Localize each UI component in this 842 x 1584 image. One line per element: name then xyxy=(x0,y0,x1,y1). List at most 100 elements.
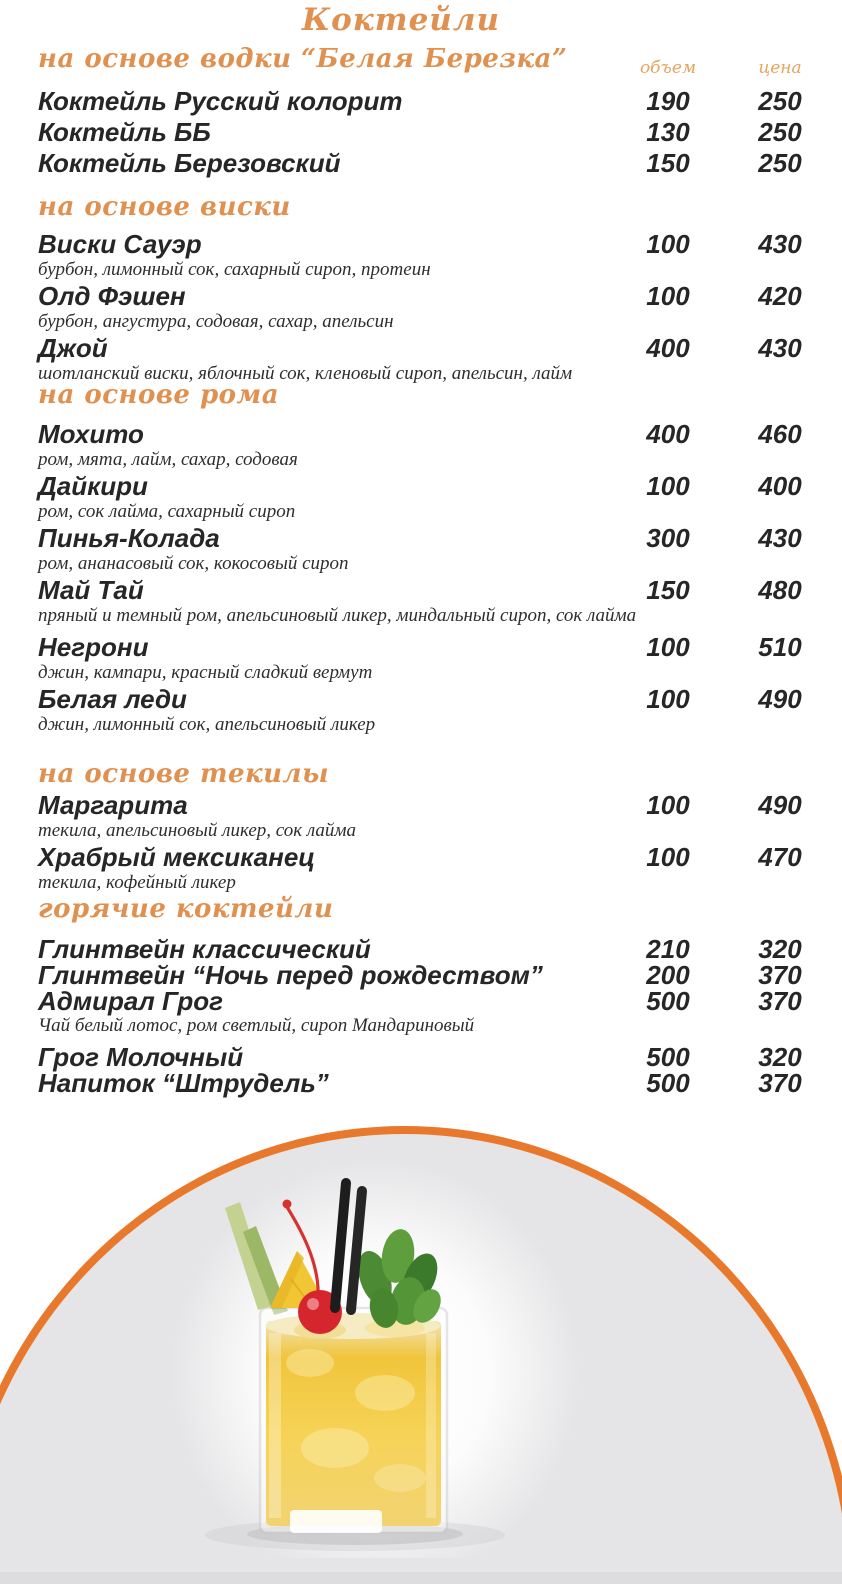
item-description: ром, сок лайма, сахарный сироп xyxy=(38,501,296,522)
section-items: Негрони 100 510 джин, кампари, красный с… xyxy=(38,633,815,735)
item-name: Белая леди xyxy=(38,684,187,714)
item-volume: 190 xyxy=(646,86,690,116)
item-volume: 500 xyxy=(646,986,690,1016)
item-name: Маргарита xyxy=(38,790,188,820)
page-title: Коктейли xyxy=(301,2,501,38)
item-volume: 200 xyxy=(646,960,690,990)
item-name: Виски Сауэр xyxy=(38,229,202,259)
menu-item-row: Маргарита 100 490 xyxy=(38,791,815,819)
item-volume: 400 xyxy=(646,333,690,363)
item-volume: 100 xyxy=(646,632,690,662)
item-volume: 130 xyxy=(646,117,690,147)
section-items: Глинтвейн классический 210 320 Глинтвейн… xyxy=(38,936,815,1096)
item-volume: 150 xyxy=(646,148,690,178)
item-name: Адмирал Грог xyxy=(38,986,223,1016)
section-items: Коктейль Русский колорит 190 250 Коктейл… xyxy=(38,86,815,179)
section-header: на основе виски xyxy=(38,192,291,222)
page-bottom-edge xyxy=(0,1572,842,1584)
menu-item: Негрони 100 510 джин, кампари, красный с… xyxy=(38,633,815,683)
item-price: 250 xyxy=(758,86,802,116)
item-price: 430 xyxy=(758,333,802,363)
menu-item-row: Олд Фэшен 100 420 xyxy=(38,282,815,310)
menu-item-row: Напиток “Штрудель” 500 370 xyxy=(38,1070,815,1096)
item-price: 460 xyxy=(758,419,802,449)
item-volume: 210 xyxy=(646,934,690,964)
item-price: 480 xyxy=(758,575,802,605)
item-description: шотланский виски, яблочный сок, кленовый… xyxy=(38,363,573,384)
menu-item: Мохито 400 460 ром, мята, лайм, сахар, с… xyxy=(38,420,815,470)
item-price: 370 xyxy=(758,986,802,1016)
menu-item-row: Джой 400 430 xyxy=(38,334,815,362)
item-price: 250 xyxy=(758,117,802,147)
item-volume: 100 xyxy=(646,842,690,872)
column-headers: объем цена xyxy=(628,58,815,78)
item-price: 430 xyxy=(758,229,802,259)
menu-item-row: Пинья-Колада 300 430 xyxy=(38,524,815,552)
section-items: Мохито 400 460 ром, мята, лайм, сахар, с… xyxy=(38,420,815,626)
item-price: 490 xyxy=(758,684,802,714)
item-volume: 100 xyxy=(646,281,690,311)
menu-item: Глинтвейн классический 210 320 xyxy=(38,936,815,962)
menu-item: Дайкири 100 400 ром, сок лайма, сахарный… xyxy=(38,472,815,522)
item-price: 400 xyxy=(758,471,802,501)
column-header-volume: объем xyxy=(639,58,697,78)
section-header: на основе рома xyxy=(38,380,280,410)
menu-section: на основе рома Мохито 400 460 ром, мята,… xyxy=(38,378,815,628)
menu-item: Виски Сауэр 100 430 бурбон, лимонный сок… xyxy=(38,230,815,280)
menu-item-row: Адмирал Грог 500 370 xyxy=(38,988,815,1014)
menu-item-row: Виски Сауэр 100 430 xyxy=(38,230,815,258)
menu-item-row: Глинтвейн “Ночь перед рождеством” 200 37… xyxy=(38,962,815,988)
item-volume: 500 xyxy=(646,1068,690,1098)
item-price: 370 xyxy=(758,960,802,990)
cocktail-photo xyxy=(170,1158,580,1558)
menu-section: на основе водки “Белая Березка” Коктейль… xyxy=(38,42,815,179)
menu-section: на основе виски Виски Сауэр 100 430 бурб… xyxy=(38,190,815,386)
item-price: 320 xyxy=(758,934,802,964)
item-name: Олд Фэшен xyxy=(38,281,186,311)
item-description: ром, мята, лайм, сахар, содовая xyxy=(38,449,298,470)
menu-item: Храбрый мексиканец 100 470 текила, кофей… xyxy=(38,843,815,893)
item-name: Джой xyxy=(38,333,108,363)
menu-item-row: Грог Молочный 500 320 xyxy=(38,1044,815,1070)
menu-item: Грог Молочный 500 320 xyxy=(38,1044,815,1070)
pineapple-leaves xyxy=(225,1202,288,1315)
section-header: на основе водки “Белая Березка” xyxy=(38,44,568,74)
menu-item-row: Глинтвейн классический 210 320 xyxy=(38,936,815,962)
menu-item: Напиток “Штрудель” 500 370 xyxy=(38,1070,815,1096)
menu-item: Джой 400 430 шотланский виски, яблочный … xyxy=(38,334,815,384)
menu-section: Негрони 100 510 джин, кампари, красный с… xyxy=(38,633,815,737)
item-price: 490 xyxy=(758,790,802,820)
section-items: Виски Сауэр 100 430 бурбон, лимонный сок… xyxy=(38,230,815,384)
item-price: 510 xyxy=(758,632,802,662)
item-volume: 100 xyxy=(646,229,690,259)
item-description: пряный и темный ром, апельсиновый ликер,… xyxy=(38,605,637,626)
item-description: текила, кофейный ликер xyxy=(38,872,236,893)
menu-item: Маргарита 100 490 текила, апельсиновый л… xyxy=(38,791,815,841)
menu-item: Коктейль ББ 130 250 xyxy=(38,117,815,148)
item-name: Храбрый мексиканец xyxy=(38,842,316,872)
menu-section: на основе текилы Маргарита 100 490 текил… xyxy=(38,757,815,895)
item-name: Глинтвейн “Ночь перед рождеством” xyxy=(38,960,543,990)
item-name: Дайкири xyxy=(38,471,148,501)
menu-item-row: Белая леди 100 490 xyxy=(38,685,815,713)
item-name: Напиток “Штрудель” xyxy=(38,1068,329,1098)
item-price: 320 xyxy=(758,1042,802,1072)
item-volume: 150 xyxy=(646,575,690,605)
menu-item: Пинья-Колада 300 430 ром, ананасовый сок… xyxy=(38,524,815,574)
column-header-price: цена xyxy=(758,58,802,78)
menu-item-row: Коктейль Березовский 150 250 xyxy=(38,148,815,179)
item-volume: 300 xyxy=(646,523,690,553)
item-description: бурбон, лимонный сок, сахарный сироп, пр… xyxy=(38,259,431,280)
item-name: Негрони xyxy=(38,632,149,662)
item-volume: 100 xyxy=(646,790,690,820)
item-name: Глинтвейн классический xyxy=(38,934,371,964)
item-volume: 500 xyxy=(646,1042,690,1072)
section-items: Маргарита 100 490 текила, апельсиновый л… xyxy=(38,791,815,893)
menu-item: Адмирал Грог 500 370 Чай белый лотос, ро… xyxy=(38,988,815,1036)
item-name: Коктейль ББ xyxy=(38,117,211,147)
item-price: 470 xyxy=(758,842,802,872)
item-description: ром, ананасовый сок, кокосовый сироп xyxy=(38,553,349,574)
menu-item: Белая леди 100 490 джин, лимонный сок, а… xyxy=(38,685,815,735)
item-name: Пинья-Колада xyxy=(38,523,220,553)
